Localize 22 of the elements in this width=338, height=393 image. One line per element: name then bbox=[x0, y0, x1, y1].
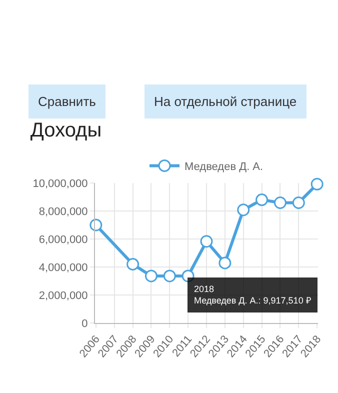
text: Сравнить bbox=[38, 94, 96, 109]
point bbox=[163, 270, 176, 282]
point bbox=[310, 178, 324, 190]
point bbox=[200, 235, 213, 248]
point bbox=[126, 258, 140, 270]
y-tick-label: 8,000,000 bbox=[38, 206, 88, 218]
point bbox=[237, 204, 250, 216]
point bbox=[274, 196, 286, 209]
point bbox=[144, 270, 158, 282]
y-tick-label: 4,000,000 bbox=[38, 262, 88, 274]
y-tick-label: 0 bbox=[82, 318, 88, 330]
point bbox=[90, 218, 102, 232]
point bbox=[292, 196, 305, 209]
point bbox=[218, 256, 232, 270]
y-tick-label: 6,000,000 bbox=[38, 234, 88, 246]
text: На отдельной странице bbox=[154, 94, 297, 109]
annotation: 2018 Медведев Д. А.: 9,917,510 ₽ bbox=[194, 284, 311, 306]
y-tick-label: 10,000,000 bbox=[32, 178, 88, 190]
point bbox=[256, 194, 268, 206]
chart-title: Доходы bbox=[30, 120, 102, 142]
legend-label: Медведев Д. А. bbox=[184, 160, 264, 173]
y-tick-label: 2,000,000 bbox=[38, 290, 88, 302]
